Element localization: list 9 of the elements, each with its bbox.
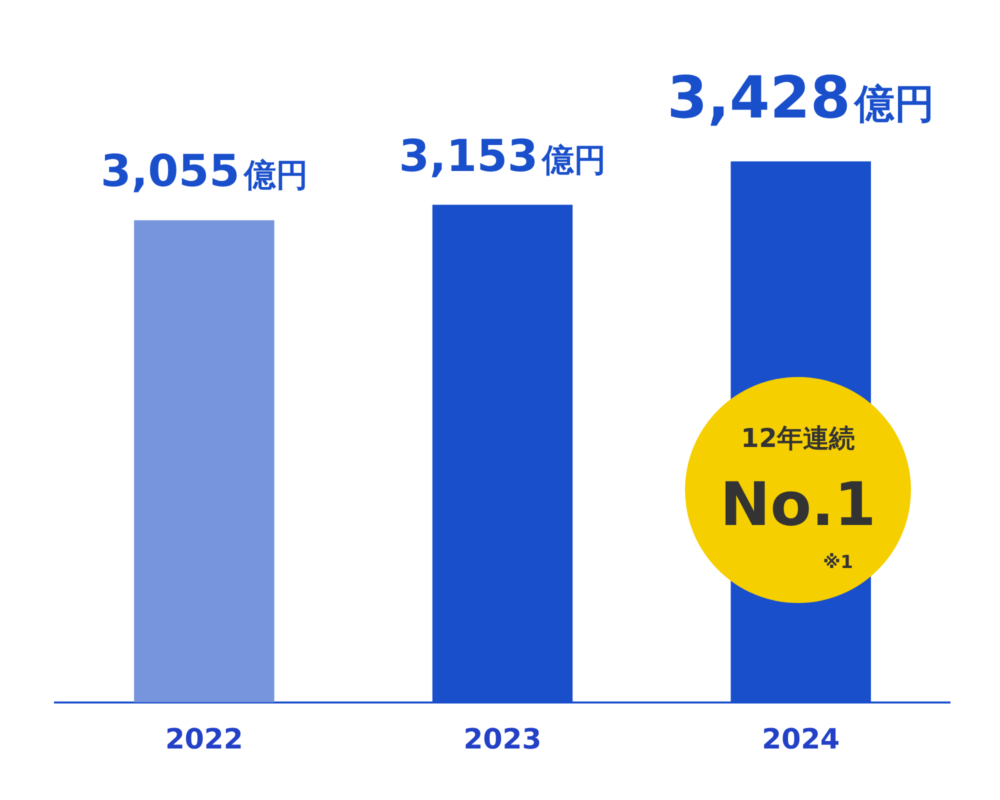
data-label: 3,153億円 [398,130,606,182]
annotation: ※1 [822,552,854,573]
x-tick-label: 2023 [464,722,542,756]
annotation: 12年連続 [740,424,856,454]
data-label: 3,428億円 [667,63,935,132]
x-tick-label: 2024 [762,722,840,756]
data-label: 3,055億円 [100,146,308,198]
annotation: No.1 [719,470,877,540]
x-tick-label: 2022 [165,722,244,756]
